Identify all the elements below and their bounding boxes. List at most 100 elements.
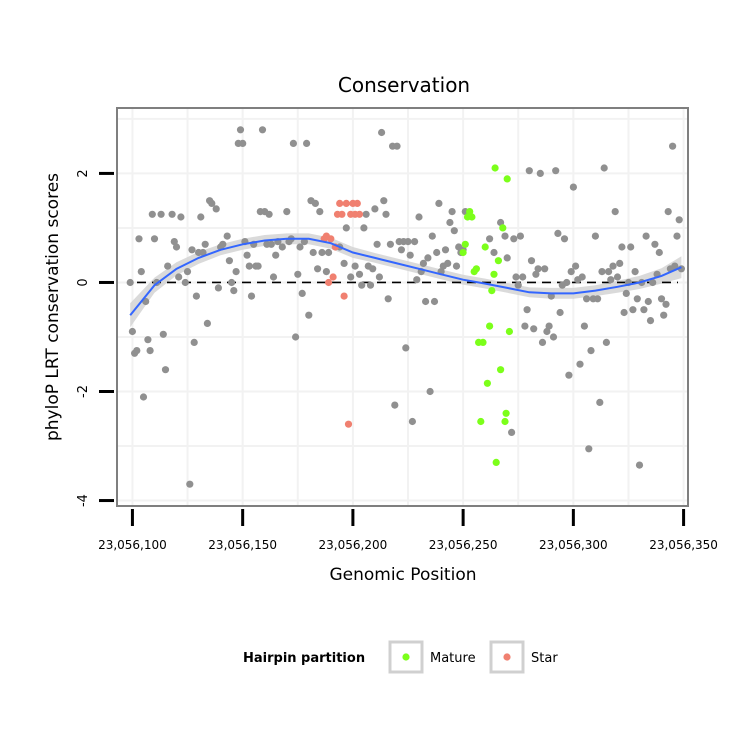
y-tick-label: -2 [76,385,91,398]
point-star [325,278,333,287]
point-other [318,248,326,257]
point-other [657,295,666,303]
point-other [649,278,657,287]
legend-label-star: Star [531,651,558,666]
point-other [146,347,154,355]
point-other [347,273,355,281]
y-tick-label: 2 [76,169,91,177]
point-other [340,259,348,267]
point-mature [492,458,500,466]
point-other [576,360,584,368]
x-axis-title: Genomic Position [329,565,476,585]
point-other [530,325,538,333]
point-other [135,235,143,243]
point-other [161,366,170,374]
point-other [406,251,414,259]
point-other [486,235,494,243]
point-other [497,218,505,227]
point-other [541,265,549,273]
point-other [598,268,606,276]
point-other [358,281,366,289]
point-other [545,322,553,330]
point-other [490,248,498,257]
point-other [148,210,156,218]
point-other [510,235,518,243]
x-tick-label: 23,056,350 [649,538,718,552]
point-other [369,265,377,273]
point-other [186,480,194,488]
point-other [296,243,304,251]
point-mature [472,265,480,273]
point-other [243,251,251,259]
point-other [452,262,461,270]
point-other [170,238,178,246]
point-other [384,295,392,303]
point-mature [503,175,511,183]
point-other [236,126,245,134]
point-other [225,257,233,265]
point-other [583,295,591,303]
point-mature [494,257,502,265]
point-other [214,284,222,292]
point-other [651,240,659,248]
point-other [450,227,458,235]
point-other [402,344,410,352]
x-tick-label: 23,056,100 [98,538,167,552]
x-tick-label: 23,056,200 [319,538,388,552]
point-other [298,289,306,297]
point-other [512,273,520,281]
point-other [660,311,668,319]
point-other [448,208,456,216]
point-other [378,128,386,137]
point-other [602,338,611,346]
point-mature [468,213,476,221]
point-other [532,270,540,278]
point-other [380,197,388,205]
point-other [662,300,670,308]
point-other [565,371,573,379]
legend-dot-star [503,653,511,661]
point-other [426,387,434,396]
point-other [126,278,134,287]
point-other [673,232,681,240]
point-other [613,273,622,281]
point-other [197,213,205,221]
point-other [267,240,275,248]
point-other [283,208,291,216]
point-star [327,235,335,243]
point-other [386,240,394,248]
y-tick-label: -4 [76,494,91,507]
point-other [428,232,436,240]
point-other [294,270,302,278]
point-other [325,248,333,257]
point-star [353,199,361,207]
point-other [578,273,586,281]
point-other [150,235,159,243]
y-axis: -4 -2 0 2 [76,169,114,507]
point-other [424,254,432,262]
point-star [344,420,353,428]
point-other [422,297,430,306]
point-other [627,243,635,251]
point-other [208,199,216,207]
point-other [664,208,672,216]
point-mature [461,240,469,248]
point-other [523,306,531,314]
point-other [516,232,525,240]
point-mature [481,243,489,251]
point-other [168,210,176,218]
gridlines [117,108,688,506]
point-mature [499,224,507,232]
point-other [362,210,370,218]
point-other [508,428,516,436]
point-other [419,259,427,267]
point-other [311,199,319,207]
point-other [534,265,542,273]
point-other [607,276,615,284]
x-axis: 23,056,100 23,056,150 23,056,200 23,056,250… [98,509,718,552]
x-tick-label: 23,056,250 [429,538,498,552]
point-other [563,278,571,287]
x-tick-label: 23,056,150 [208,538,277,552]
point-other [391,401,399,409]
point-other [605,268,613,276]
